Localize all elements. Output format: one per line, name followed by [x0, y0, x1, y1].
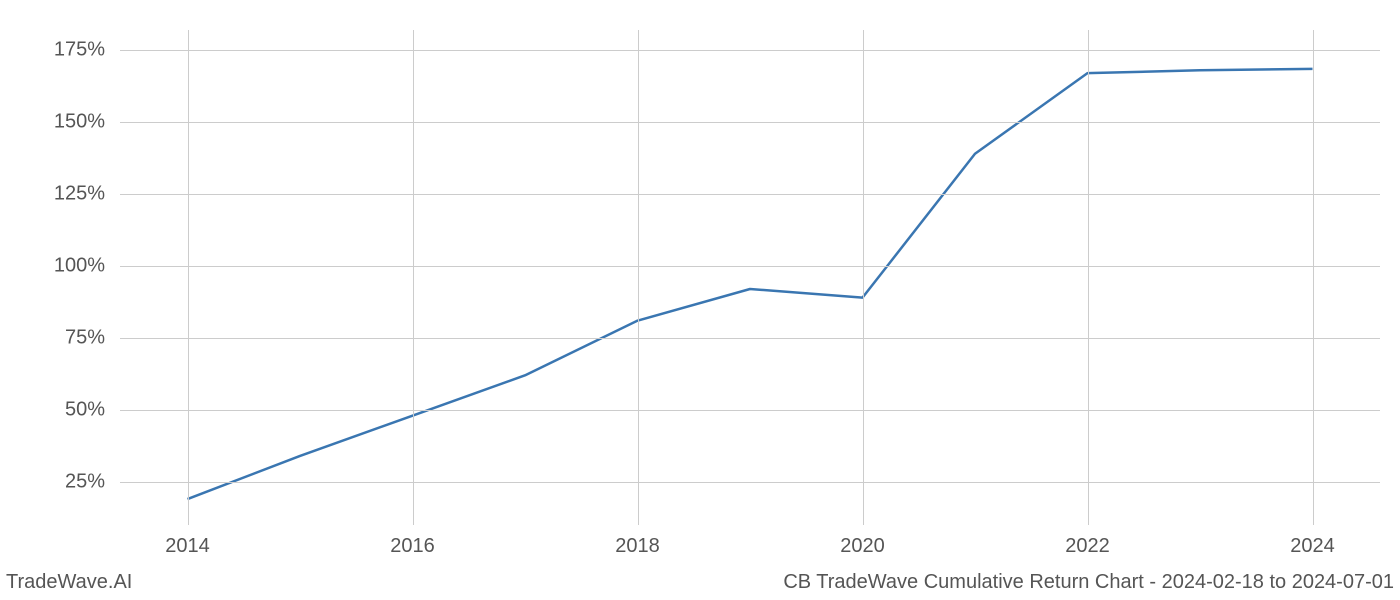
- grid-line-horizontal: [120, 266, 1380, 267]
- chart-container: 2014 2016 2018 2020 2022 2024 25% 50% 75% 100% 125…: [0, 0, 1400, 600]
- grid-line-horizontal: [120, 338, 1380, 339]
- y-tick-label: 175%: [54, 39, 105, 62]
- footer-left-text: TradeWave.AI: [6, 571, 132, 594]
- y-tick-label: 125%: [54, 183, 105, 206]
- line-series: [120, 30, 1380, 525]
- x-tick-label: 2020: [840, 535, 885, 558]
- x-tick-label: 2022: [1065, 535, 1110, 558]
- grid-line-horizontal: [120, 194, 1380, 195]
- grid-line-vertical: [863, 30, 864, 525]
- x-tick-label: 2014: [165, 535, 210, 558]
- grid-line-horizontal: [120, 122, 1380, 123]
- plot-area: 20142016201820202022202425%50%75%100%125…: [120, 30, 1380, 525]
- grid-line-vertical: [1313, 30, 1314, 525]
- grid-line-vertical: [638, 30, 639, 525]
- y-tick-label: 75%: [65, 326, 105, 349]
- grid-line-horizontal: [120, 410, 1380, 411]
- x-tick-label: 2024: [1290, 535, 1335, 558]
- grid-line-vertical: [413, 30, 414, 525]
- y-tick-label: 50%: [65, 398, 105, 421]
- return-line: [188, 69, 1313, 499]
- grid-line-vertical: [188, 30, 189, 525]
- y-tick-label: 25%: [65, 470, 105, 493]
- x-tick-label: 2016: [390, 535, 435, 558]
- grid-line-horizontal: [120, 482, 1380, 483]
- y-tick-label: 150%: [54, 111, 105, 134]
- grid-line-vertical: [1088, 30, 1089, 525]
- x-tick-label: 2018: [615, 535, 660, 558]
- footer-right-text: CB TradeWave Cumulative Return Chart - 2…: [783, 571, 1394, 594]
- grid-line-horizontal: [120, 50, 1380, 51]
- y-tick-label: 100%: [54, 254, 105, 277]
